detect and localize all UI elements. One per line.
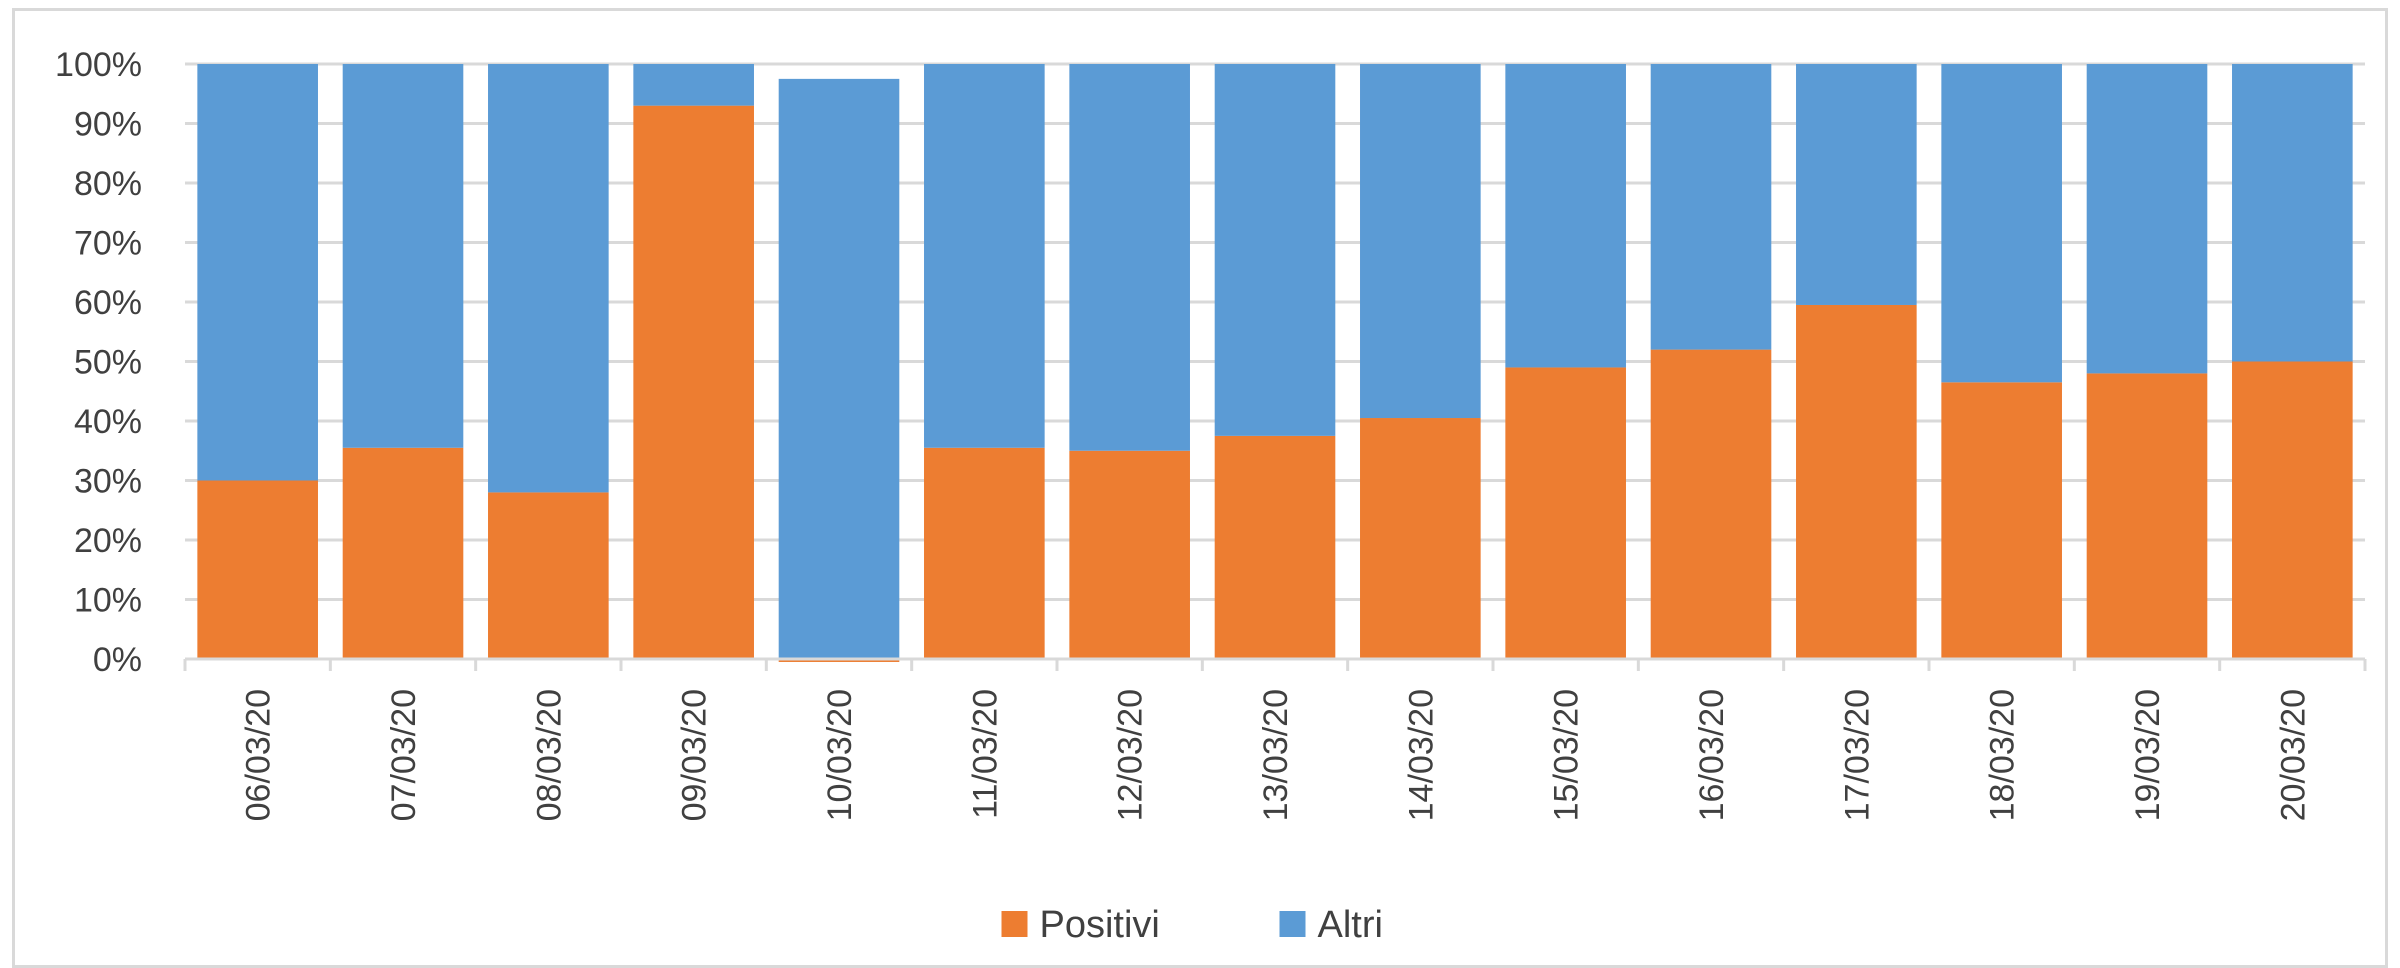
x-tick-label: 17/03/20 [1838, 689, 1876, 821]
x-tick-label: 18/03/20 [1984, 689, 2022, 821]
bar-altri [1505, 64, 1626, 368]
bar-altri [1360, 64, 1481, 419]
bar-altri [488, 64, 609, 493]
y-tick-label: 20% [74, 522, 142, 560]
bar-positivi [1360, 418, 1481, 659]
bar-altri [342, 64, 464, 448]
y-tick-label: 100% [55, 46, 142, 84]
x-tick-label: 13/03/20 [1257, 689, 1295, 821]
bar-positivi [197, 480, 318, 659]
y-tick-label: 80% [74, 165, 142, 203]
bar-positivi [342, 447, 464, 659]
x-tick-label: 08/03/20 [530, 689, 568, 821]
x-tick-label: 14/03/20 [1402, 689, 1440, 821]
bar-positivi [633, 105, 754, 659]
bars [197, 64, 2353, 662]
x-tick-label: 06/03/20 [240, 689, 278, 821]
bar-altri [1069, 64, 1190, 451]
bar-positivi [488, 492, 609, 659]
x-tick-label: 09/03/20 [676, 689, 714, 821]
y-tick-label: 10% [74, 582, 142, 620]
bar-altri [1941, 64, 2062, 383]
x-tick-label: 10/03/20 [821, 689, 859, 821]
legend-swatch-altri [1279, 911, 1306, 937]
bar-altri [197, 64, 318, 481]
bar-positivi [1650, 349, 1772, 659]
y-tick-label: 60% [74, 284, 142, 322]
bar-altri [1650, 64, 1772, 350]
bar-altri [2232, 64, 2353, 362]
x-tick-label: 07/03/20 [385, 689, 423, 821]
bar-positivi [1214, 435, 1336, 659]
bar-positivi [2086, 373, 2208, 659]
legend-swatch-positivi [1001, 911, 1028, 937]
legend: Positivi Altri [1001, 904, 1383, 946]
x-tick-label: 19/03/20 [2129, 689, 2167, 821]
bar-positivi [2232, 361, 2353, 659]
bar-positivi [1069, 450, 1190, 659]
legend-label-positivi: Positivi [1040, 904, 1160, 946]
x-tick-label: 16/03/20 [1693, 689, 1731, 821]
bar-positivi [1796, 304, 1917, 659]
bar-positivi [924, 447, 1045, 659]
bar-altri [924, 64, 1045, 448]
x-tick-label: 12/03/20 [1112, 689, 1150, 821]
y-tick-label: 90% [74, 106, 142, 144]
bar-positivi [1505, 367, 1626, 659]
bar-altri [2086, 64, 2208, 374]
bar-positivi [1941, 382, 2062, 659]
legend-label-altri: Altri [1318, 904, 1383, 946]
y-tick-label: 0% [93, 641, 142, 679]
y-tick-label: 70% [74, 225, 142, 263]
axes [183, 657, 2367, 671]
y-tick-label: 40% [74, 403, 142, 441]
y-tick-label: 30% [74, 463, 142, 501]
bar-altri [1796, 64, 1917, 305]
y-tick-label: 50% [74, 344, 142, 382]
x-tick-label: 20/03/20 [2274, 689, 2312, 821]
y-axis-tick-labels: 0% 10% 20% 30% 40% 50% 60% 70% 80% 90% 100% [55, 46, 142, 679]
x-tick-label: 11/03/20 [966, 689, 1004, 819]
x-axis-tick-labels: 06/03/20 07/03/20 08/03/20 09/03/20 10/03/20… [240, 689, 2313, 821]
bar-altri [1214, 64, 1336, 436]
x-tick-label: 15/03/20 [1548, 689, 1586, 821]
bar-altri [778, 78, 900, 659]
bar-altri [633, 64, 754, 106]
